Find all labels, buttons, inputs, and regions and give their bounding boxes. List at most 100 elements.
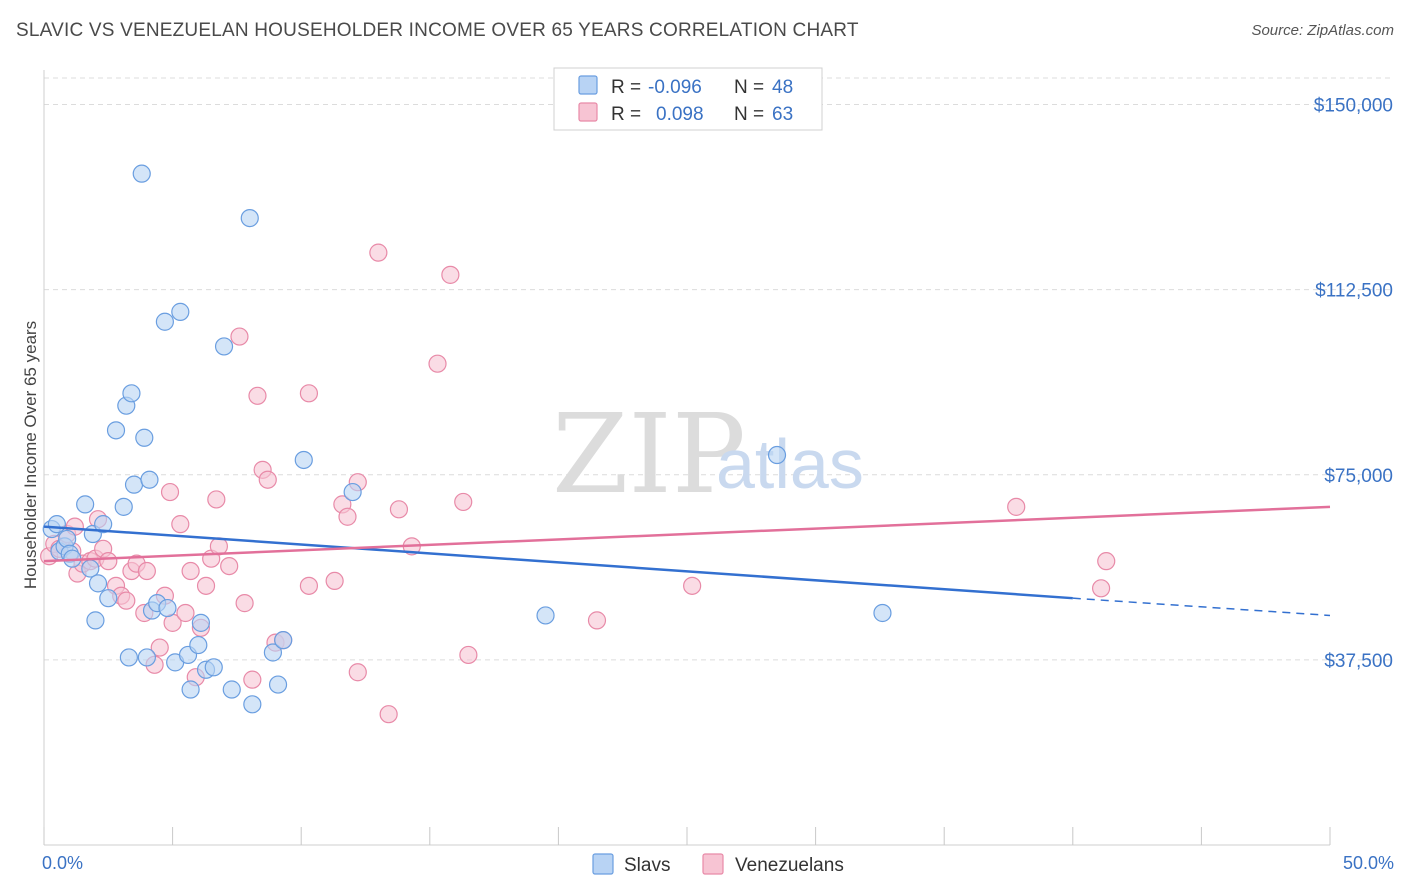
bottom-legend-swatch-slavs	[592, 853, 614, 875]
legend-box	[553, 67, 823, 131]
venezuelans-point-61	[1091, 579, 1111, 598]
venezuelans-point-50	[369, 243, 388, 262]
slavs-point-40	[294, 450, 313, 470]
legend-n-label-slavs: N =	[734, 77, 764, 98]
venezuelans-trend-line	[43, 505, 1331, 563]
slavs-point-7	[76, 495, 95, 514]
slavs-point-13	[106, 421, 126, 440]
slavs-point-14	[114, 497, 133, 516]
venezuelans-point-43	[299, 384, 319, 403]
slavs-point-10	[88, 574, 108, 593]
venezuelans-point-38	[248, 386, 267, 405]
slavs-point-38	[274, 631, 293, 650]
venezuelans-point-54	[428, 354, 447, 373]
venezuelans-point-15	[117, 591, 136, 610]
slavs-point-37	[263, 643, 283, 662]
y-tick-label-3: $150,000	[1314, 96, 1393, 117]
y-tick-label-2: $112,500	[1315, 281, 1393, 302]
legend-n-label-venezuelans: N =	[734, 104, 764, 125]
x-tick-label-min: 0.0%	[42, 853, 83, 873]
legend-swatch-venezuelans	[578, 102, 598, 122]
venezuelans-point-37	[243, 670, 262, 689]
venezuelans-point-58	[587, 611, 607, 630]
venezuelans-point-59	[683, 576, 702, 595]
trend-lines	[43, 505, 1331, 617]
slavs-point-43	[767, 445, 787, 465]
slavs-point-28	[181, 680, 200, 699]
slavs-point-12	[99, 589, 118, 608]
series-legend: Slavs Venezuelans	[592, 853, 844, 876]
watermark: ZIP atlas	[552, 390, 864, 518]
slavs-point-18	[132, 164, 151, 183]
venezuelans-point-40	[258, 470, 277, 489]
slavs-points	[42, 164, 892, 714]
slavs-point-46	[86, 611, 105, 630]
venezuelans-point-55	[441, 265, 460, 284]
slavs-point-45	[119, 648, 138, 667]
slavs-point-20	[140, 470, 159, 489]
watermark-zip: ZIP	[552, 390, 746, 518]
slavs-point-36	[240, 208, 259, 228]
slavs-point-29	[189, 635, 208, 655]
venezuelans-point-35	[230, 327, 249, 346]
y-tick-label-0: $37,500	[1324, 651, 1393, 672]
slavs-point-1	[47, 515, 66, 534]
slavs-point-11	[94, 515, 113, 534]
slavs-point-33	[214, 337, 234, 356]
slavs-point-26	[171, 302, 190, 321]
source-credit: Source: ZipAtlas.com	[1251, 22, 1394, 39]
venezuelans-point-45	[325, 571, 344, 591]
venezuelans-point-12	[99, 552, 118, 571]
legend-swatch-slavs	[578, 75, 598, 95]
venezuelans-point-44	[299, 576, 319, 595]
venezuelans-point-51	[379, 705, 398, 724]
slavs-point-30	[191, 613, 210, 632]
legend-n-value-venezuelans: 63	[772, 104, 793, 125]
slavs-point-47	[137, 648, 156, 667]
venezuelans-point-23	[160, 482, 180, 502]
slavs-point-23	[158, 598, 177, 618]
venezuelans-point-21	[150, 638, 169, 657]
y-tick-labels: $37,500 $75,000 $112,500 $150,000	[1314, 96, 1393, 672]
x-tick-labels: 0.0% 50.0%	[42, 853, 1394, 873]
venezuelans-point-56	[454, 492, 473, 512]
slavs-trend-line	[43, 525, 1073, 600]
legend-n-value-slavs: 48	[772, 77, 793, 98]
venezuelans-point-34	[220, 556, 239, 576]
venezuelans-point-25	[171, 515, 190, 534]
venezuelans-point-32	[207, 490, 226, 509]
slavs-point-17	[124, 475, 144, 494]
slavs-point-4	[58, 529, 77, 549]
venezuelans-point-49	[348, 663, 367, 682]
bottom-legend-swatch-venezuelans	[702, 853, 724, 875]
bottom-legend-label-venezuelans: Venezuelans	[735, 855, 844, 876]
correlation-legend: R = -0.096 N = 48 R = 0.098 N = 63	[553, 67, 823, 131]
slavs-point-34	[222, 680, 241, 699]
slavs-point-32	[204, 658, 223, 677]
slavs-point-41	[343, 482, 362, 502]
venezuelans-point-52	[389, 500, 409, 519]
venezuelans-point-30	[196, 576, 216, 595]
watermark-atlas: atlas	[716, 425, 864, 503]
venezuelans-point-47	[338, 507, 357, 526]
y-tick-label-1: $75,000	[1324, 466, 1393, 487]
venezuelans-point-60	[1007, 497, 1026, 516]
venezuelans-point-62	[1097, 552, 1116, 571]
slavs-point-24	[155, 312, 174, 331]
bottom-legend-label-slavs: Slavs	[624, 855, 670, 876]
legend-r-value-slavs: -0.096	[648, 77, 702, 98]
slavs-trend-extension	[1072, 597, 1331, 617]
legend-r-label-venezuelans: R =	[611, 104, 641, 125]
chart-title: SLAVIC VS VENEZUELAN HOUSEHOLDER INCOME …	[16, 20, 859, 41]
slavs-point-35	[243, 695, 262, 714]
venezuelans-point-57	[459, 645, 478, 665]
x-tick-label-max: 50.0%	[1343, 853, 1394, 873]
slavs-point-44	[873, 603, 892, 623]
slavs-point-16	[122, 384, 141, 403]
y-axis-label: Householder Income Over 65 years	[21, 321, 40, 589]
axes	[43, 70, 1331, 846]
legend-r-value-venezuelans: 0.098	[656, 104, 704, 125]
slavs-point-42	[536, 606, 555, 625]
venezuelans-point-36	[235, 594, 254, 613]
venezuelans-point-26	[176, 603, 195, 623]
